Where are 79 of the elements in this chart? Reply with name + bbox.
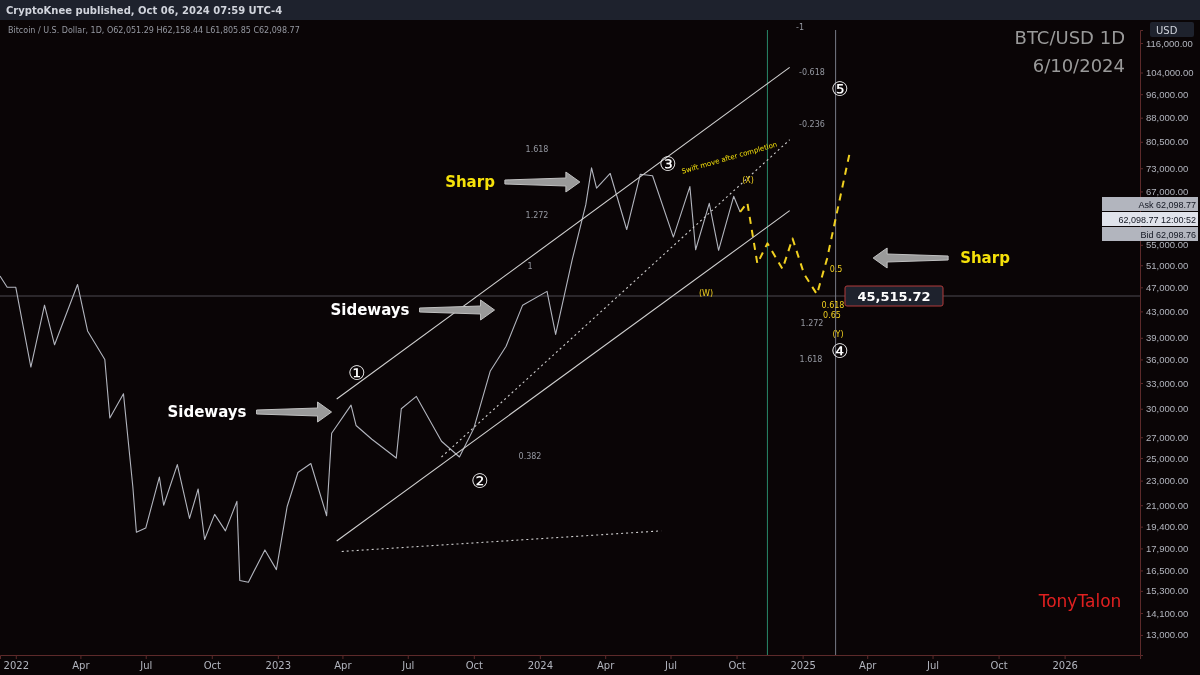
annotation: TonyTalon [1037, 591, 1122, 611]
y-tick-label: 36,000.00 [1146, 353, 1189, 365]
y-tick-label: 13,000.00 [1146, 629, 1189, 641]
annotation: -0.236 [799, 120, 825, 129]
y-tick-label: 21,000.00 [1146, 499, 1189, 511]
annotation: Sharp [445, 173, 496, 191]
annotation: 1.272 [525, 211, 549, 220]
annotation: ④ [831, 339, 849, 363]
y-tick-label: 73,000.00 [1146, 162, 1189, 174]
annotation: 1.272 [800, 319, 824, 328]
annotation: (Y) [832, 330, 844, 339]
annotation: Sideways [330, 301, 410, 319]
y-tick-label: 51,000.00 [1146, 259, 1189, 271]
y-tick-label: 67,000.00 [1146, 185, 1189, 197]
x-tick-label: Apr [72, 660, 91, 672]
annotation: 0.382 [518, 452, 542, 461]
x-tick-label: 2024 [527, 660, 554, 672]
x-tick-label: Apr [859, 660, 878, 672]
x-tick-label: Jul [139, 660, 153, 672]
annotation: -0.618 [799, 68, 825, 77]
price-tag: Bid 62,098.76 [1102, 227, 1198, 241]
y-tick-label: 25,000.00 [1146, 452, 1189, 464]
x-tick-label: Jul [401, 660, 415, 672]
annotation: (W) [698, 289, 714, 298]
y-tick-label: 23,000.00 [1146, 475, 1189, 487]
y-tick-label: 116,000.00 [1146, 37, 1193, 49]
y-tick-label: 33,000.00 [1146, 377, 1189, 389]
y-tick-label: 43,000.00 [1146, 305, 1189, 317]
y-tick-label: 14,100.00 [1146, 607, 1189, 619]
annotation: 0.65 [823, 311, 841, 320]
annotation: -1 [796, 23, 804, 32]
y-axis-title: USD [1156, 25, 1178, 36]
x-tick-label: 2025 [790, 660, 816, 672]
annotation: 1.618 [799, 355, 823, 364]
annotation: ③ [659, 152, 677, 176]
x-tick-label: Apr [597, 660, 616, 672]
y-tick-label: 17,900.00 [1146, 542, 1189, 554]
annotation: 0.618 [821, 301, 845, 310]
annotation: (X) [742, 176, 754, 185]
x-tick-label: Oct [203, 660, 221, 672]
price-tag: 62,098.77 12:00:52 [1102, 212, 1198, 226]
annotation: 1.618 [525, 145, 549, 154]
price-tag: Ask 62,098.77 [1102, 197, 1198, 211]
text: 6/10/2024 [1032, 55, 1125, 76]
annotation: Bid 62,098.76 [1140, 230, 1196, 240]
y-tick-label: 16,500.00 [1146, 564, 1189, 576]
annotation: ⑤ [831, 77, 849, 101]
y-tick-label: 96,000.00 [1146, 88, 1189, 100]
annotation: 1 [527, 262, 533, 271]
y-tick-label: 104,000.00 [1146, 67, 1194, 79]
y-tick-label: 80,500.00 [1146, 136, 1189, 148]
x-tick-label: Jul [663, 660, 678, 672]
x-tick-label: 2023 [265, 660, 292, 672]
annotation: 0.5 [829, 265, 843, 274]
y-tick-label: 55,000.00 [1146, 239, 1189, 251]
x-tick-label: Oct [990, 660, 1008, 672]
annotation: Ask 62,098.77 [1138, 200, 1196, 210]
x-tick-label: Oct [728, 660, 746, 672]
y-tick-label: 27,000.00 [1146, 431, 1189, 443]
y-tick-label: 88,000.00 [1146, 112, 1189, 124]
annotation: ① [348, 361, 366, 385]
y-tick-label: 47,000.00 [1146, 281, 1189, 293]
annotation: Sharp [960, 249, 1011, 267]
x-tick-label: 2022 [3, 660, 30, 672]
annotation: 62,098.77 12:00:52 [1118, 215, 1196, 225]
ref-line-label: 45,515.72 [857, 289, 931, 304]
annotation: Bitcoin / U.S. Dollar, 1D, O62,051.29 H62,158.44 L61,805.85 C62,098.77 [8, 26, 300, 35]
annotation: Sideways [167, 403, 247, 421]
x-tick-label: 2026 [1052, 660, 1078, 672]
y-tick-label: 39,000.00 [1146, 332, 1189, 344]
chart-title: BTC/USD 1D [1014, 27, 1125, 48]
annotation: ② [471, 469, 489, 493]
x-tick-label: Jul [925, 660, 940, 672]
x-tick-label: Apr [334, 660, 353, 672]
y-tick-label: 19,400.00 [1146, 521, 1189, 533]
y-tick-label: 15,300.00 [1146, 585, 1189, 597]
x-tick-label: Oct [465, 660, 484, 672]
y-tick-label: 30,000.00 [1146, 403, 1189, 415]
text: CryptoKnee published, Oct 06, 2024 07:59 UTC-4 [6, 5, 283, 16]
